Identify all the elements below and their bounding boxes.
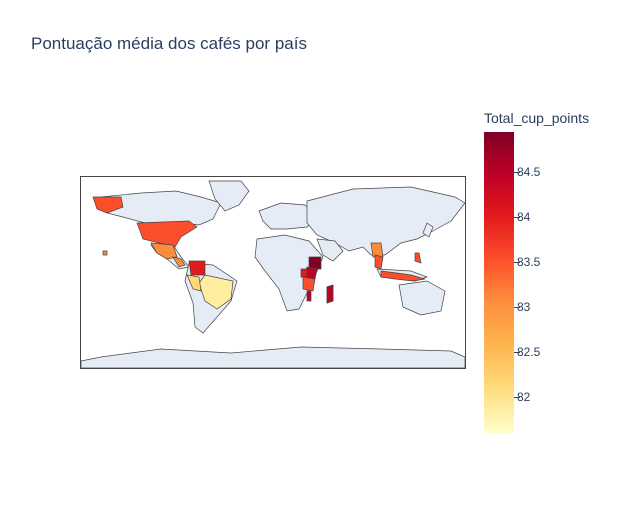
colorbar-tick-label: 83	[517, 300, 531, 315]
colorbar-tick	[514, 217, 520, 219]
country-guatemala	[172, 256, 186, 268]
colorbar-tick	[514, 352, 520, 354]
world-map[interactable]	[81, 177, 465, 368]
country-philippines	[414, 252, 422, 264]
map-plot-area[interactable]	[80, 176, 466, 369]
colorbar-tick-label: 83.5	[517, 255, 541, 270]
country-colombia	[188, 260, 206, 276]
colorbar-tick-label: 82	[517, 390, 531, 405]
country-usa	[136, 220, 198, 248]
land-africa	[254, 234, 324, 312]
colorbar-tick	[514, 262, 520, 264]
country-laos	[370, 242, 384, 258]
country-malawi	[306, 290, 312, 302]
colorbar-title: Total_cup_points	[484, 110, 590, 126]
country-alaska	[92, 196, 124, 214]
country-peru	[186, 274, 202, 292]
country-uganda	[300, 268, 308, 278]
country-thailand	[374, 254, 384, 270]
country-mexico	[150, 242, 178, 260]
land-australia	[398, 280, 446, 316]
land-canada	[100, 190, 222, 228]
land-antarctica	[81, 346, 465, 368]
country-tanzania	[302, 276, 316, 292]
country-ethiopia	[308, 256, 322, 270]
colorbar-tick	[514, 172, 520, 174]
colorbar-tick-label: 84.5	[517, 165, 541, 180]
land-europe	[258, 202, 318, 230]
colorbar-tick-label: 82.5	[517, 345, 541, 360]
chart-title: Pontuação média dos cafés por país	[31, 34, 307, 53]
country-hawaii	[102, 250, 108, 256]
country-indonesia	[380, 270, 426, 282]
land-arabia	[316, 238, 344, 262]
colorbar	[484, 132, 514, 433]
colorbar-tick	[514, 307, 520, 309]
colorbar-tick-label: 84	[517, 210, 531, 225]
colorbar-tick	[514, 397, 520, 399]
land-japan	[422, 222, 434, 238]
country-madagascar	[326, 284, 334, 304]
land-greenland	[208, 180, 250, 212]
